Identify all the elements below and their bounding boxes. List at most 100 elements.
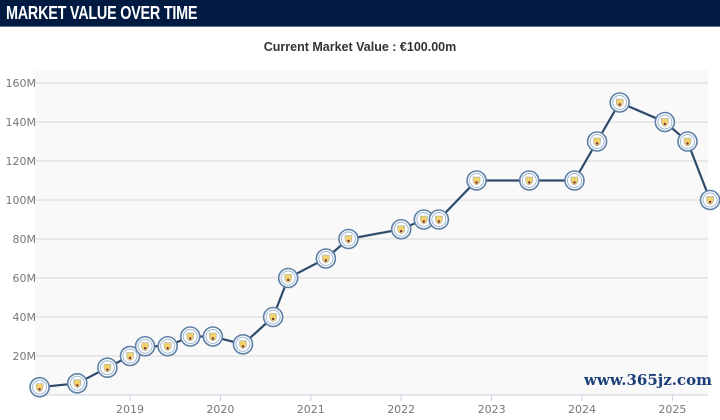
crest-shield <box>344 235 353 244</box>
crest-shield <box>103 363 112 373</box>
crest-ring <box>431 212 447 227</box>
crest-ring <box>521 173 537 188</box>
crest-ring <box>160 338 176 354</box>
data-point <box>157 335 178 357</box>
crest-ring <box>137 338 153 354</box>
data-point <box>428 209 450 230</box>
crest-shield <box>472 176 481 186</box>
crest-shield <box>126 352 134 361</box>
crest-detail <box>347 239 350 243</box>
x-tick-label: 2025 <box>658 403 686 416</box>
crest-shield <box>163 342 172 352</box>
crest-shield <box>239 340 247 350</box>
y-tick-label: 140M <box>6 116 37 129</box>
crest-detail <box>475 181 478 184</box>
crest-detail <box>76 384 79 387</box>
crest-detail <box>708 200 712 204</box>
crest-shield <box>186 332 195 342</box>
y-tick-label: 60M <box>13 272 37 285</box>
crest-shield <box>683 137 692 147</box>
data-point <box>262 306 284 328</box>
crest-detail <box>573 181 576 184</box>
data-point <box>315 248 337 269</box>
data-point <box>654 111 676 133</box>
crest-detail <box>324 259 328 262</box>
crest-ring <box>99 360 115 376</box>
y-tick-label: 80M <box>13 233 37 246</box>
crest-shield <box>706 196 714 205</box>
x-tick-label: 2022 <box>387 403 415 416</box>
crest-shield <box>35 383 44 392</box>
crest-detail <box>166 347 169 350</box>
crest-detail <box>271 317 275 321</box>
crest-detail <box>241 345 245 348</box>
crest-detail <box>437 220 441 223</box>
crest-shield <box>141 342 149 352</box>
y-tick-label: 160M <box>6 77 37 90</box>
data-point <box>119 345 141 367</box>
data-point <box>134 335 156 357</box>
crest-detail <box>422 220 425 223</box>
data-point <box>29 376 50 398</box>
crest-shield <box>322 254 330 264</box>
crest-detail <box>663 122 667 126</box>
crest-ring <box>182 329 198 344</box>
x-tick-label: 2019 <box>116 403 144 416</box>
y-tick-label: 20M <box>13 350 37 363</box>
crest-shield <box>269 313 277 322</box>
crest-detail <box>128 356 132 360</box>
crest-ring <box>265 309 281 325</box>
crest-shield <box>615 98 624 108</box>
crest-ring <box>32 379 48 395</box>
crest-ring <box>702 192 718 208</box>
crest-shield <box>397 225 405 235</box>
crest-shield <box>209 332 217 342</box>
crest-shield <box>420 215 428 225</box>
data-point <box>66 372 88 394</box>
crest-detail <box>106 368 109 371</box>
crest-detail <box>528 181 531 184</box>
crest-detail <box>400 230 403 233</box>
crest-shield <box>661 118 669 127</box>
section-title: MARKET VALUE OVER TIME <box>6 3 198 23</box>
data-point <box>413 209 435 230</box>
crest-ring <box>340 231 356 247</box>
x-tick-label: 2021 <box>297 403 325 416</box>
crest-ring <box>589 134 605 149</box>
data-point <box>677 131 698 152</box>
data-point <box>466 170 487 191</box>
data-point <box>97 357 118 379</box>
y-tick-label: 100M <box>6 194 37 207</box>
y-tick-label: 40M <box>13 311 37 324</box>
crest-ring <box>612 95 628 110</box>
crest-shield <box>525 176 534 186</box>
crest-detail <box>287 278 290 282</box>
crest-shield <box>570 176 579 186</box>
crest-ring <box>318 251 334 266</box>
crest-ring <box>235 336 251 352</box>
data-point <box>390 218 412 240</box>
crest-ring <box>205 329 221 344</box>
data-point <box>179 326 201 347</box>
x-tick-label: 2024 <box>568 403 596 416</box>
crest-detail <box>211 337 215 340</box>
crest-ring <box>679 134 695 149</box>
data-point <box>277 267 299 289</box>
crest-ring <box>122 348 138 364</box>
x-tick-label: 2023 <box>478 403 506 416</box>
x-tick-label: 2020 <box>206 403 234 416</box>
data-point <box>518 170 540 191</box>
crest-ring <box>657 114 673 130</box>
crest-ring <box>469 173 485 188</box>
crest-ring <box>69 375 85 391</box>
crest-detail <box>143 347 147 350</box>
crest-ring <box>280 270 296 286</box>
crest-detail <box>38 388 41 391</box>
data-point <box>699 189 720 211</box>
y-tick-label: 120M <box>6 155 37 168</box>
data-point <box>338 228 359 250</box>
data-point <box>564 170 585 191</box>
data-point <box>609 92 630 113</box>
data-point <box>232 333 254 355</box>
